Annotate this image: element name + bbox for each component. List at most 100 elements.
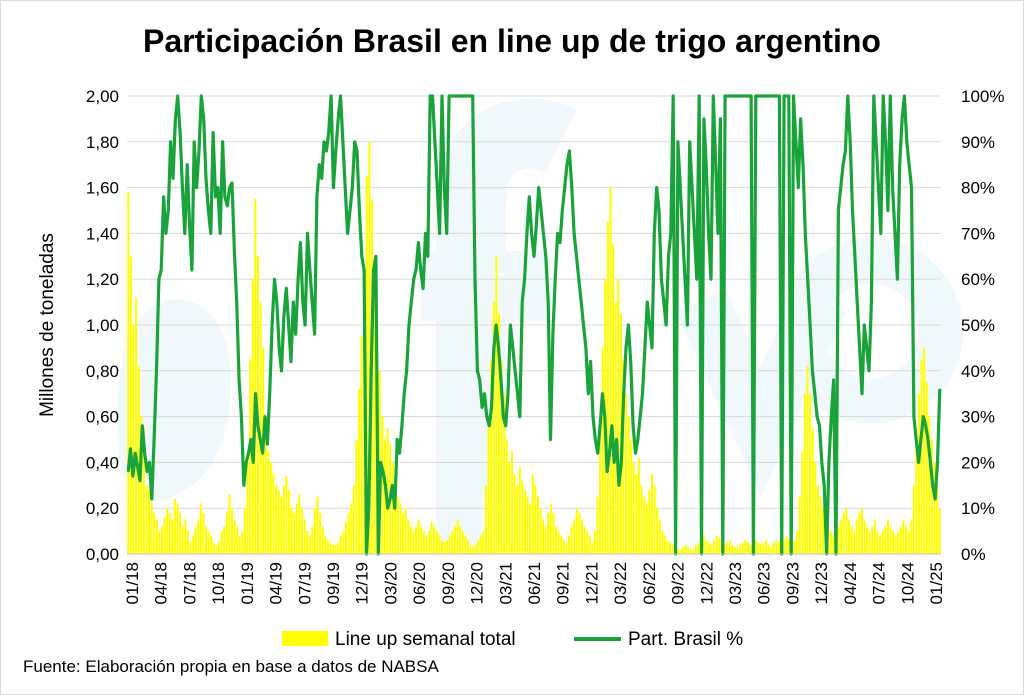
bar [189, 542, 192, 554]
bar [741, 542, 744, 554]
bar [202, 512, 205, 554]
line-point [587, 393, 589, 395]
y-right-tick-label: 70% [961, 224, 995, 243]
x-tick-label: 06/21 [525, 562, 544, 605]
line-point [243, 484, 245, 486]
line-point [292, 301, 294, 303]
x-tick-label: 07/18 [180, 562, 199, 605]
line-point [573, 232, 575, 234]
line-point [257, 425, 259, 427]
line-point [903, 95, 906, 97]
line-point [519, 416, 521, 418]
bar [464, 535, 467, 554]
x-tick-label: 04/18 [152, 562, 171, 605]
line-point [460, 95, 462, 97]
line-point [155, 370, 158, 372]
bar [339, 535, 342, 554]
bar [526, 496, 529, 554]
bar [739, 544, 742, 554]
bar [412, 531, 415, 554]
bar [477, 540, 480, 554]
x-tick-label: 12/23 [812, 562, 831, 605]
line-point [663, 301, 665, 303]
bar [233, 519, 236, 554]
line-point [283, 315, 285, 317]
line-point [288, 324, 290, 326]
bar [510, 450, 514, 554]
bar [863, 519, 866, 554]
bar [181, 526, 184, 554]
bar [570, 526, 573, 554]
line-point [767, 95, 769, 97]
line-point [191, 269, 193, 271]
bar [184, 519, 187, 554]
bar [409, 526, 412, 554]
line-point [672, 95, 674, 97]
line-point [837, 209, 840, 212]
bar [492, 302, 495, 554]
bar [591, 542, 594, 554]
bar [588, 535, 591, 554]
line-point [373, 269, 375, 271]
line-point [918, 461, 920, 463]
bar [796, 531, 799, 554]
line-point [408, 324, 410, 326]
bar [726, 542, 729, 554]
line-point [604, 416, 606, 418]
line-point [939, 388, 941, 390]
line-point [448, 95, 450, 97]
line-point [200, 95, 202, 97]
bar [466, 540, 469, 554]
y-left-tick-label: 1,60 [86, 179, 119, 198]
line-point [285, 287, 287, 289]
bar [923, 347, 926, 554]
bar [904, 526, 908, 554]
bar [938, 508, 941, 554]
bar [845, 508, 848, 554]
bar [259, 302, 262, 554]
bar [684, 544, 687, 554]
line-point [453, 95, 455, 97]
line-point [382, 471, 384, 473]
bar [547, 512, 550, 554]
bar [241, 531, 244, 554]
bar [311, 526, 314, 554]
line-point [823, 484, 825, 486]
bar [889, 526, 892, 554]
line-point [278, 347, 280, 349]
bar [731, 544, 734, 554]
bar [567, 535, 571, 554]
bar [459, 526, 462, 554]
bar [404, 508, 407, 554]
x-tick-label: 12/22 [697, 562, 716, 605]
line-point [193, 141, 195, 143]
x-tick-label: 09/19 [324, 562, 343, 605]
line-point [490, 406, 493, 408]
bar [373, 279, 376, 554]
bar [503, 393, 506, 554]
bar [892, 531, 895, 554]
line-point [356, 150, 358, 152]
line-point [262, 452, 264, 454]
bar [871, 526, 874, 554]
line-point [342, 141, 344, 143]
bar [822, 508, 825, 554]
bar [269, 462, 272, 554]
bar [552, 512, 555, 554]
line-point [594, 438, 596, 441]
bar [754, 540, 757, 554]
line-point [542, 232, 545, 234]
line-point [498, 347, 500, 349]
bar [764, 540, 768, 554]
y-left-axis-label: Millones de toneladas [37, 233, 58, 417]
line-point [337, 118, 339, 120]
line-point [457, 95, 460, 97]
line-point [280, 370, 283, 372]
bar [676, 549, 679, 554]
bar [806, 366, 809, 554]
x-tick-label: 01/19 [238, 562, 257, 605]
bar [811, 428, 814, 554]
bar [912, 485, 915, 554]
bar [254, 199, 257, 555]
bar [456, 519, 459, 554]
